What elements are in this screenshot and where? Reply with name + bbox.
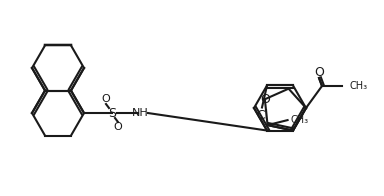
Text: CH₃: CH₃ <box>350 81 368 91</box>
Text: O: O <box>102 94 110 104</box>
Text: CH₃: CH₃ <box>291 115 309 125</box>
Text: Cl: Cl <box>256 109 268 122</box>
Text: O: O <box>260 93 270 106</box>
Text: S: S <box>108 107 116 120</box>
Text: O: O <box>314 65 324 79</box>
Text: O: O <box>114 122 122 132</box>
Text: NH: NH <box>132 108 148 118</box>
